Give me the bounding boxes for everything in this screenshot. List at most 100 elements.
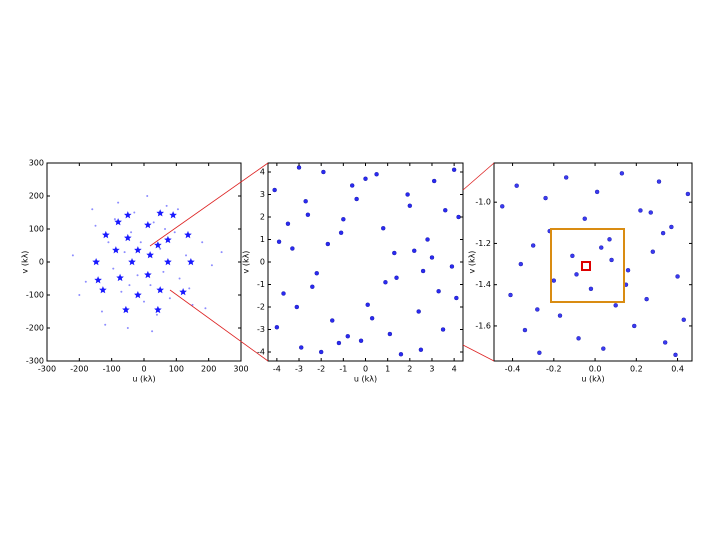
star-point	[179, 288, 187, 296]
point	[112, 267, 115, 270]
x-tick-label: 0	[141, 365, 146, 374]
point	[321, 169, 326, 175]
star-point	[128, 258, 136, 266]
point	[173, 231, 176, 234]
point	[350, 183, 355, 188]
star-point	[92, 258, 100, 266]
y-tick-label: 0	[260, 258, 265, 267]
point	[123, 251, 126, 254]
point	[107, 241, 110, 244]
point	[588, 286, 594, 292]
point	[274, 325, 280, 330]
point	[381, 226, 386, 231]
point	[648, 210, 653, 215]
point	[290, 246, 295, 251]
point	[139, 241, 142, 244]
point	[341, 217, 346, 222]
point	[673, 352, 678, 358]
point	[310, 284, 315, 289]
point	[201, 241, 204, 244]
point	[443, 208, 448, 213]
point	[431, 178, 437, 184]
star-point	[164, 235, 172, 244]
point	[535, 307, 540, 312]
point	[338, 230, 344, 235]
x-tick-label: 0.2	[630, 365, 643, 374]
zoom-box	[550, 228, 625, 303]
point	[146, 195, 149, 197]
x-axis-label: u (kλ)	[581, 375, 604, 384]
star-point	[154, 241, 162, 249]
point	[84, 280, 87, 283]
point	[330, 318, 335, 323]
point	[407, 203, 413, 208]
point	[128, 284, 131, 287]
y-tick-label: 4	[260, 168, 265, 177]
point	[78, 294, 81, 296]
point	[405, 192, 410, 197]
point	[582, 216, 587, 221]
y-tick-label: 3	[260, 190, 265, 199]
point	[314, 271, 319, 276]
zoom-line	[169, 289, 269, 362]
point	[220, 251, 223, 254]
star-point	[116, 273, 124, 282]
point	[518, 261, 524, 267]
point	[336, 340, 342, 346]
x-tick-label: 1	[385, 365, 390, 374]
point	[294, 304, 300, 310]
point	[625, 268, 631, 273]
point	[117, 201, 120, 204]
star-point	[94, 276, 102, 284]
point	[563, 175, 569, 180]
point	[451, 167, 457, 172]
point	[354, 196, 359, 202]
y-tick-label: -1	[257, 280, 265, 289]
y-tick-label: -1.6	[475, 321, 491, 330]
point	[143, 300, 145, 303]
x-tick-label: 100	[169, 365, 184, 374]
zoom-line	[149, 162, 269, 247]
point	[285, 221, 291, 226]
point	[660, 230, 666, 236]
x-tick-label: -3	[295, 365, 303, 374]
point	[500, 204, 505, 209]
point	[685, 191, 691, 197]
x-axis-label: u (kλ)	[354, 375, 377, 384]
point	[374, 172, 379, 177]
point	[165, 204, 168, 207]
point	[94, 224, 97, 227]
star-point	[164, 258, 172, 266]
point	[609, 257, 614, 263]
point	[188, 287, 191, 290]
point	[392, 250, 397, 256]
point	[508, 292, 513, 298]
point	[607, 237, 612, 242]
point	[155, 313, 158, 316]
point	[130, 231, 133, 234]
star-point	[154, 305, 162, 314]
x-tick-label: 4	[452, 365, 457, 374]
point	[387, 331, 393, 337]
point	[296, 165, 302, 170]
star-point	[144, 270, 152, 279]
point	[272, 187, 277, 193]
point	[176, 208, 179, 211]
y-tick-label: 300	[29, 159, 44, 168]
star-point	[122, 305, 130, 314]
point	[436, 289, 441, 294]
star-point	[144, 221, 152, 229]
zoom-box-small	[581, 261, 591, 271]
point	[358, 338, 364, 343]
point	[557, 313, 563, 318]
point	[514, 183, 519, 188]
points	[272, 165, 461, 357]
y-tick-label: -100	[26, 291, 44, 300]
y-tick-label: -3	[257, 325, 265, 334]
zoom-line	[462, 344, 495, 362]
point	[318, 349, 324, 355]
point	[650, 249, 656, 254]
point	[454, 295, 459, 301]
point	[168, 297, 171, 300]
